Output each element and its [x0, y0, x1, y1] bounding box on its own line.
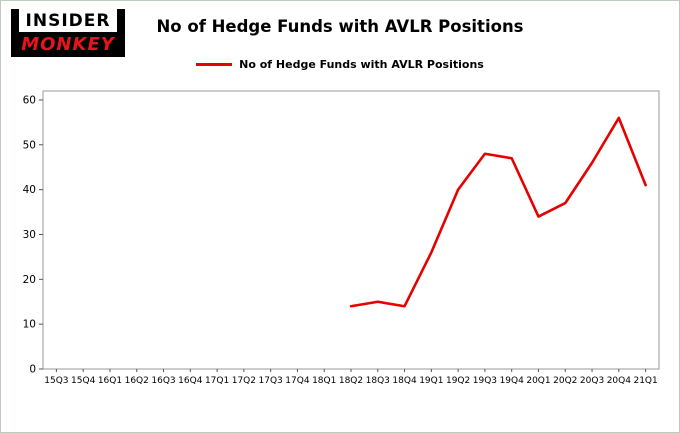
x-axis-tick-label: 15Q3	[44, 376, 68, 386]
x-axis-tick-label: 16Q4	[178, 376, 203, 386]
x-axis-tick-label: 16Q1	[98, 376, 122, 386]
x-axis-tick-label: 15Q4	[71, 376, 96, 386]
x-axis-tick-label: 18Q4	[392, 376, 417, 386]
y-axis-tick-label: 40	[23, 184, 36, 196]
plot-border	[42, 90, 660, 370]
y-axis-tick-label: 50	[23, 139, 36, 151]
x-axis-tick-label: 20Q2	[553, 376, 577, 386]
x-axis-tick-label: 19Q3	[473, 376, 497, 386]
x-axis-tick-label: 19Q1	[419, 376, 443, 386]
logo-insider-text: INSIDER	[25, 10, 111, 31]
logo-right-bar	[117, 9, 125, 32]
x-axis-tick-label: 17Q3	[259, 376, 283, 386]
x-axis-tick-label: 19Q4	[500, 376, 525, 386]
x-axis-tick-label: 20Q4	[607, 376, 632, 386]
logo-insider-row: INSIDER	[11, 9, 125, 32]
y-axis-tick-label: 0	[29, 364, 36, 376]
x-axis-tick-label: 17Q2	[232, 376, 256, 386]
x-axis-tick-label: 18Q1	[312, 376, 336, 386]
chart-title: No of Hedge Funds with AVLR Positions	[156, 17, 524, 36]
y-axis-tick-label: 30	[23, 229, 36, 241]
legend: No of Hedge Funds with AVLR Positions	[1, 58, 679, 71]
x-axis-tick-label: 16Q2	[125, 376, 149, 386]
x-axis-tick-label: 19Q2	[446, 376, 470, 386]
x-axis-tick-label: 20Q3	[580, 376, 604, 386]
insider-monkey-logo: INSIDER MONKEY	[11, 9, 125, 57]
x-axis-tick-label: 17Q4	[285, 376, 310, 386]
x-axis-tick-label: 20Q1	[526, 376, 550, 386]
legend-line-swatch	[196, 63, 233, 66]
x-axis-tick-label: 18Q2	[339, 376, 363, 386]
x-axis-tick-label: 18Q3	[366, 376, 390, 386]
y-axis-tick-label: 20	[23, 274, 36, 286]
y-axis-tick-label: 60	[23, 94, 36, 106]
legend-label: No of Hedge Funds with AVLR Positions	[239, 58, 484, 71]
x-axis-tick-label: 17Q1	[205, 376, 229, 386]
x-axis-tick-label: 21Q1	[633, 376, 657, 386]
x-axis-tick-label: 16Q3	[151, 376, 175, 386]
logo-monkey-text: MONKEY	[11, 32, 125, 57]
y-axis-tick-label: 10	[23, 319, 36, 331]
series-line	[349, 116, 647, 308]
logo-left-bar	[11, 9, 19, 32]
